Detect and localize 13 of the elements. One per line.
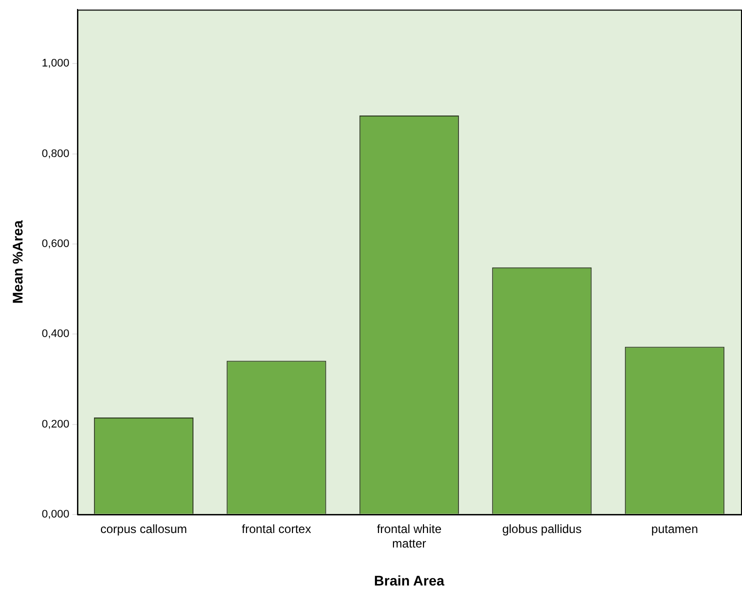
x-tick-label: putamen bbox=[651, 522, 698, 536]
x-axis-title: Brain Area bbox=[374, 572, 445, 588]
y-axis-title: Mean %Area bbox=[9, 220, 26, 304]
x-tick-label: frontal white matter bbox=[376, 522, 442, 550]
x-tick-label: frontal cortex bbox=[242, 522, 312, 536]
y-tick-label: 0,600 bbox=[42, 238, 70, 250]
y-tick-label: 0,000 bbox=[42, 508, 70, 520]
y-tick-label: 0,200 bbox=[42, 418, 70, 430]
y-tick-label: 0,400 bbox=[42, 328, 70, 340]
x-tick-label: globus pallidus bbox=[502, 522, 582, 536]
y-tick-label: 0,800 bbox=[42, 148, 70, 160]
x-tick-label: corpus callosum bbox=[100, 522, 188, 536]
y-tick-label: 1,000 bbox=[42, 58, 70, 70]
